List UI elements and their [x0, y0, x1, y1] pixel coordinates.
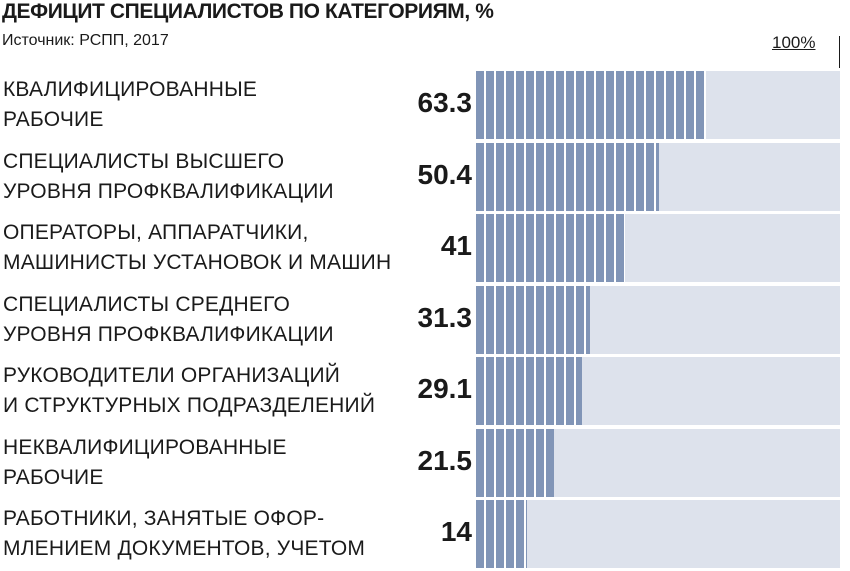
- bar-category-label-line: МЛЕНИЕМ ДОКУМЕНТОВ, УЧЕТОМ: [3, 537, 366, 560]
- bar-row: ОПЕРАТОРЫ, АППАРАТЧИКИ, МАШИНИСТЫ УСТАНОВ…: [0, 214, 850, 282]
- bar-category-label: ОПЕРАТОРЫ, АППАРАТЧИКИ, МАШИНИСТЫ УСТАНОВ…: [3, 218, 391, 278]
- bar-category-label-line: РАБОЧИЕ: [3, 108, 104, 131]
- chart-title: ДЕФИЦИТ СПЕЦИАЛИСТОВ ПО КАТЕГОРИЯМ, %: [2, 0, 494, 23]
- bar-value-label: 50.4: [417, 158, 473, 190]
- bar: [476, 71, 707, 139]
- bar-value-label: 41: [440, 230, 472, 261]
- bar-category-label: РУКОВОДИТЕЛИ ОРГАНИЗАЦИЙ И СТРУКТУРНЫХ ПО…: [3, 361, 375, 421]
- bar-row: СПЕЦИАЛИСТЫ СРЕДНЕГО УРОВНЯ ПРОФКВАЛИФИКА…: [0, 285, 850, 354]
- bar-value-label: 31.3: [417, 301, 473, 333]
- bar: [476, 142, 660, 211]
- bar-category-label-line: РУКОВОДИТЕЛИ ОРГАНИЗАЦИЙ: [3, 364, 341, 387]
- bar-row: СПЕЦИАЛИСТЫ ВЫСШЕГО УРОВНЯ ПРОФКВАЛИФИКАЦ…: [0, 142, 850, 211]
- bar-category-label-line: НЕКВАЛИФИЦИРОВАННЫЕ: [3, 435, 287, 459]
- bar-category-label-line: СПЕЦИАЛИСТЫ СРЕДНЕГО: [3, 292, 291, 316]
- bar: [476, 428, 555, 497]
- bar-track: [476, 500, 840, 568]
- bar-row: РУКОВОДИТЕЛИ ОРГАНИЗАЦИЙ И СТРУКТУРНЫХ ПО…: [0, 357, 850, 425]
- bar-value-label: 14: [440, 516, 472, 547]
- bar-category-label-line: КВАЛИФИЦИРОВАННЫЕ: [3, 78, 258, 101]
- bar-category-label-line: СПЕЦИАЛИСТЫ ВЫСШЕГО: [3, 149, 285, 173]
- bar-value-label: 21.5: [417, 444, 473, 476]
- bar-category-label-line: УРОВНЯ ПРОФКВАЛИФИКАЦИИ: [3, 179, 334, 203]
- bar-category-label-line: РАБОЧИЕ: [3, 465, 104, 489]
- bar-row: КВАЛИФИЦИРОВАННЫЕ РАБОЧИЕ 63.3: [0, 71, 850, 139]
- bar: [476, 285, 590, 354]
- bar-category-label: РАБОТНИКИ, ЗАНЯТЫЕ ОФОР- МЛЕНИЕМ ДОКУМЕНТ…: [3, 504, 365, 564]
- bar-value-label: 63.3: [417, 87, 473, 118]
- bar-category-label: СПЕЦИАЛИСТЫ ВЫСШЕГО УРОВНЯ ПРОФКВАЛИФИКАЦ…: [3, 147, 334, 207]
- bar-row: РАБОТНИКИ, ЗАНЯТЫЕ ОФОР- МЛЕНИЕМ ДОКУМЕНТ…: [0, 500, 850, 568]
- bar-category-label-line: РАБОТНИКИ, ЗАНЯТЫЕ ОФОР-: [3, 507, 325, 530]
- bar: [476, 500, 527, 568]
- bar: [476, 357, 582, 425]
- chart-source: Источник: РСПП, 2017: [2, 32, 169, 49]
- scale-100-tick: [839, 36, 840, 68]
- bar-category-label: КВАЛИФИЦИРОВАННЫЕ РАБОЧИЕ: [3, 75, 257, 135]
- bar-category-label-line: МАШИНИСТЫ УСТАНОВОК И МАШИН: [3, 251, 392, 274]
- bar-category-label: НЕКВАЛИФИЦИРОВАННЫЕ РАБОЧИЕ: [3, 433, 287, 493]
- bar-row: НЕКВАЛИФИЦИРОВАННЫЕ РАБОЧИЕ 21.5: [0, 428, 850, 497]
- bar-category-label-line: ОПЕРАТОРЫ, АППАРАТЧИКИ,: [3, 221, 309, 244]
- bar: [476, 214, 626, 282]
- scale-100-label: 100%: [772, 33, 816, 52]
- bar-category-label: СПЕЦИАЛИСТЫ СРЕДНЕГО УРОВНЯ ПРОФКВАЛИФИКА…: [3, 290, 334, 350]
- bar-category-label-line: И СТРУКТУРНЫХ ПОДРАЗДЕЛЕНИЙ: [3, 394, 376, 417]
- bar-category-label-line: УРОВНЯ ПРОФКВАЛИФИКАЦИИ: [3, 322, 334, 346]
- bar-value-label: 29.1: [417, 373, 473, 404]
